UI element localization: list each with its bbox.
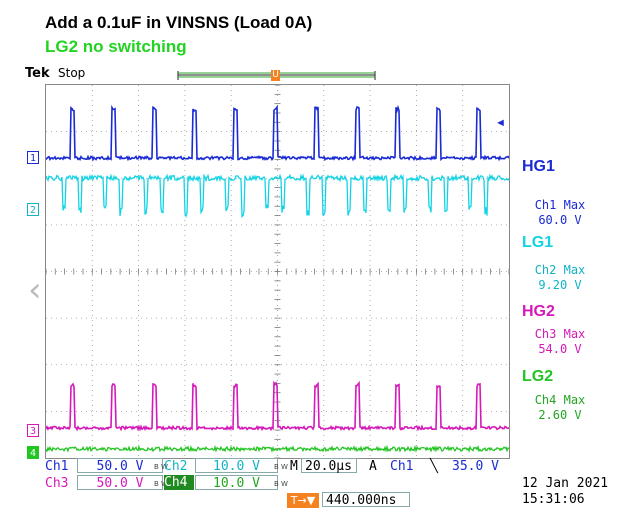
meas-ch4: Ch4 Max 2.60 V [515, 393, 605, 423]
ch4-marker[interactable]: 4 [27, 446, 39, 459]
left-nav-chevron-icon[interactable]: ‹ [28, 270, 42, 310]
trigger-source[interactable]: Ch1 [390, 459, 413, 474]
ch2-label: Ch2 [164, 459, 187, 474]
trigger-position-icon-bottom: T→▼ [287, 493, 319, 508]
ch4-label: Ch4 [164, 475, 194, 490]
ch2-marker[interactable]: 2 [27, 203, 39, 216]
trigger-level[interactable]: 35.0 V [452, 459, 499, 474]
ch3-marker[interactable]: 3 [27, 424, 39, 437]
time: 15:31:06 [522, 492, 585, 507]
waveform-hg2 [46, 383, 509, 430]
ch3-scale[interactable]: 50.0 V [77, 475, 163, 490]
waveform-lg2 [46, 447, 509, 451]
meas-ch2: Ch2 Max 9.20 V [515, 263, 605, 293]
timebase-scale[interactable]: 20.0µs [301, 458, 357, 473]
waveform-canvas [46, 85, 509, 458]
ch4-bw-icon: B W [274, 477, 288, 492]
trigger-mode: A [369, 459, 377, 474]
trigger-level-arrow-icon: ◄ [495, 117, 506, 129]
ch1-label: Ch1 [45, 459, 68, 474]
label-hg2: HG2 [522, 303, 555, 321]
ch1-marker[interactable]: 1 [27, 151, 39, 164]
label-lg2: LG2 [522, 368, 553, 386]
waveform-hg1 [46, 107, 509, 160]
meas-ch1: Ch1 Max 60.0 V [515, 198, 605, 228]
ch4-scale[interactable]: 10.0 V [195, 475, 278, 490]
label-hg1: HG1 [522, 158, 555, 176]
trigger-slope-icon: ╲ [430, 459, 438, 474]
trigger-position-value[interactable]: 440.000ns [322, 492, 410, 507]
annotation-title: Add a 0.1uF in VINSNS (Load 0A) [45, 13, 312, 33]
meas-ch3: Ch3 Max 54.0 V [515, 327, 605, 357]
ch2-bw-icon: B W [274, 460, 288, 475]
timebase-label: M [290, 459, 298, 474]
annotation-subtitle: LG2 no switching [45, 37, 187, 57]
waveform-display [45, 84, 510, 459]
ch2-scale[interactable]: 10.0 V [195, 458, 278, 473]
record-marker-icon: U [271, 70, 280, 81]
acquisition-status: Stop [58, 66, 85, 80]
label-lg1: LG1 [522, 234, 553, 252]
ch1-scale[interactable]: 50.0 V [77, 458, 163, 473]
date: 12 Jan 2021 [522, 476, 608, 491]
tek-logo: Tek [25, 66, 50, 81]
ch3-label: Ch3 [45, 476, 68, 491]
